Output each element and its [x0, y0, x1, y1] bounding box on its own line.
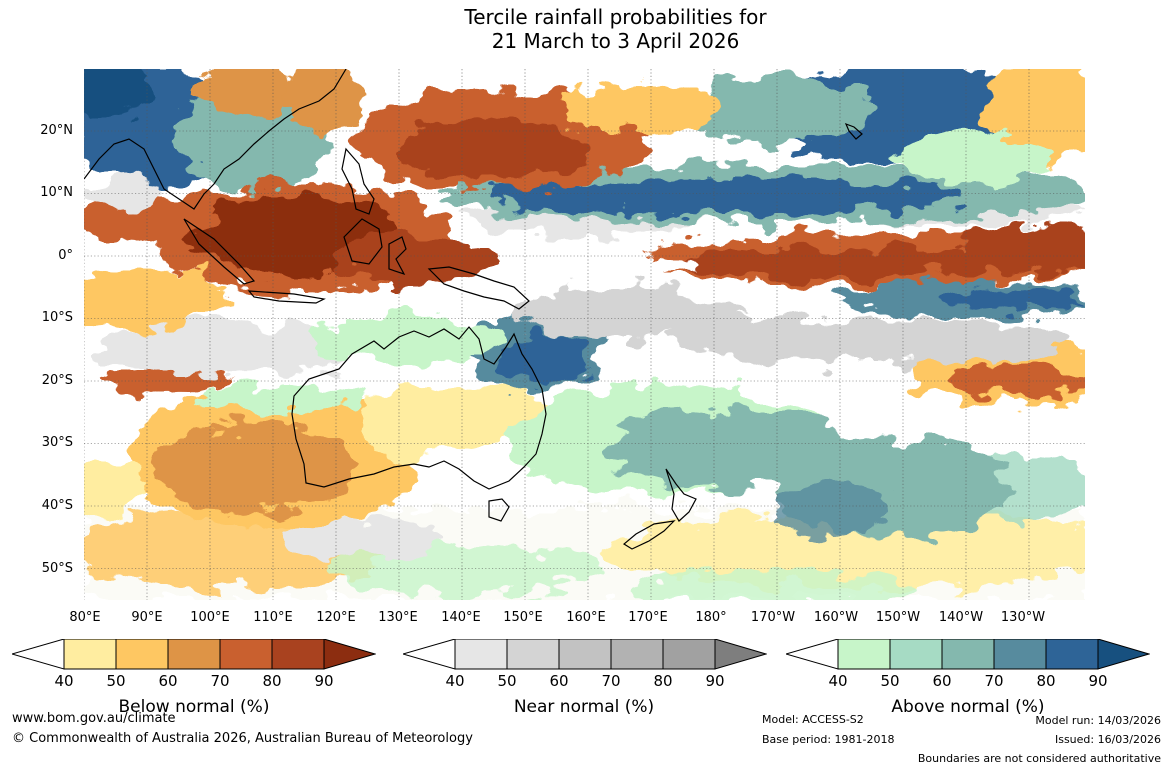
lon-label-80e: 80°E	[69, 610, 101, 625]
colorbar-below-tick: 80	[262, 672, 282, 690]
probability-shading	[84, 69, 1085, 600]
colorbar-near-normal-swatch	[610, 639, 664, 670]
colorbar-above-tick: 50	[880, 672, 900, 690]
colorbar-below-normal-upper-arrow	[323, 639, 376, 670]
lat-label-20n: 20°N	[40, 123, 73, 138]
boundary-disclaimer: Boundaries are not considered authoritat…	[917, 752, 1161, 765]
colorbar-above-tick: 40	[828, 672, 848, 690]
colorbar-below-normal-swatch	[115, 639, 169, 670]
colorbar-below-tick: 60	[158, 672, 178, 690]
hawaii-coast	[844, 122, 863, 140]
lon-label-120e: 120°E	[316, 610, 356, 625]
lon-label-130w: 130°W	[1000, 610, 1046, 625]
sumatra-coast	[183, 218, 256, 285]
lat-label-10s: 10°S	[41, 310, 73, 325]
colorbar-above-normal-swatch	[889, 639, 943, 670]
colorbar-above-tick: 70	[984, 672, 1004, 690]
sulawesi-coast	[388, 236, 407, 276]
lon-label-170e: 170°E	[628, 610, 668, 625]
lon-label-150w: 150°W	[875, 610, 921, 625]
colorbar-near-tick: 90	[705, 672, 725, 690]
java-coast	[247, 290, 326, 304]
colorbar-below-normal-swatch	[63, 639, 117, 670]
colorbar-above-normal-swatch	[837, 639, 891, 670]
colorbar-below-normal-swatch	[271, 639, 325, 670]
colorbar-near-normal-swatch	[454, 639, 508, 670]
lon-label-170w: 170°W	[750, 610, 796, 625]
colorbar-above-normal-upper-arrow	[1097, 639, 1150, 670]
new-zealand-south-coast	[622, 520, 676, 550]
lon-label-150e: 150°E	[503, 610, 543, 625]
model-run-date: Model run: 14/03/2026	[1035, 714, 1161, 727]
issued-date: Issued: 16/03/2026	[1054, 733, 1161, 746]
colorbar-above-normal	[786, 639, 1150, 670]
colorbar-above-normal-swatch	[1045, 639, 1099, 670]
colorbar-below-normal-lower-arrow	[12, 639, 65, 670]
base-period: Base period: 1981-2018	[762, 733, 895, 746]
lon-label-130e: 130°E	[378, 610, 418, 625]
colorbar-near-normal-swatch	[506, 639, 560, 670]
colorbar-near-tick: 40	[445, 672, 465, 690]
australia-coast	[291, 326, 547, 490]
coastlines	[84, 69, 863, 550]
lon-label-180: 180°	[695, 610, 727, 625]
colorbar-near-normal-upper-arrow	[714, 639, 767, 670]
colorbar-below-normal-swatch	[167, 639, 221, 670]
colorbar-below-tick: 40	[54, 672, 74, 690]
lat-label-10n: 10°N	[40, 185, 73, 200]
colorbar-above-tick: 60	[932, 672, 952, 690]
lon-label-110e: 110°E	[253, 610, 293, 625]
colorbar-near-normal-label: Near normal (%)	[513, 697, 655, 717]
copyright-notice: © Commonwealth of Australia 2026, Austra…	[12, 731, 473, 746]
rainfall-probability-map	[84, 69, 1085, 600]
colorbar-below-tick: 90	[314, 672, 334, 690]
lon-label-160w: 160°W	[813, 610, 859, 625]
colorbar-near-tick: 70	[601, 672, 621, 690]
colorbar-near-tick: 60	[549, 672, 569, 690]
lon-label-100e: 100°E	[190, 610, 230, 625]
colorbar-above-normal-lower-arrow	[786, 639, 839, 670]
colorbar-below-normal-label: Below normal (%)	[118, 697, 270, 717]
colorbar-below-tick: 70	[210, 672, 230, 690]
colorbar-above-normal-label: Above normal (%)	[891, 697, 1045, 717]
bom-website-url: www.bom.gov.au/climate	[12, 711, 176, 726]
asia-mainland-coast	[84, 69, 347, 210]
colorbar-below-normal-swatch	[219, 639, 273, 670]
map-title-line2: 21 March to 3 April 2026	[491, 29, 740, 53]
colorbar-near-tick: 50	[497, 672, 517, 690]
colorbar-near-normal	[403, 639, 767, 670]
tasmania-coast	[488, 498, 510, 522]
lat-label-30s: 30°S	[41, 435, 73, 450]
lon-label-90e: 90°E	[131, 610, 163, 625]
colorbar-below-normal	[12, 639, 376, 670]
lat-label-0: 0°	[58, 248, 73, 263]
lat-label-40s: 40°S	[41, 498, 73, 513]
colorbar-above-normal-swatch	[941, 639, 995, 670]
graticule	[84, 69, 1085, 600]
map-title-line1: Tercile rainfall probabilities for	[464, 5, 767, 29]
colorbar-above-normal-swatch	[993, 639, 1047, 670]
lat-label-50s: 50°S	[41, 561, 73, 576]
model-name: Model: ACCESS-S2	[762, 713, 864, 726]
colorbar-near-tick: 80	[653, 672, 673, 690]
lat-label-20s: 20°S	[41, 373, 73, 388]
new-zealand-north-coast	[665, 468, 697, 522]
colorbar-near-normal-lower-arrow	[403, 639, 456, 670]
colorbar-above-tick: 90	[1088, 672, 1108, 690]
new-guinea-coast	[427, 266, 530, 310]
philippines-coast	[341, 147, 375, 215]
colorbar-near-normal-swatch	[662, 639, 716, 670]
colorbar-above-tick: 80	[1036, 672, 1056, 690]
lon-label-140w: 140°W	[938, 610, 984, 625]
borneo-coast	[343, 218, 383, 265]
lon-label-160e: 160°E	[566, 610, 606, 625]
colorbar-near-normal-swatch	[558, 639, 612, 670]
colorbar-below-tick: 50	[106, 672, 126, 690]
lon-label-140e: 140°E	[441, 610, 481, 625]
